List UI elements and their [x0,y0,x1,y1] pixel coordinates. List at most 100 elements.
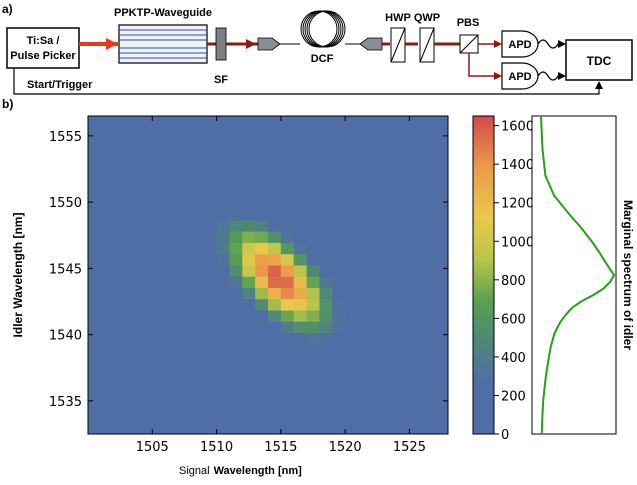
heatmap-cell [255,287,269,300]
heatmap-cell [268,253,282,266]
heatmap-cell [306,332,320,345]
heatmap-cell [229,253,243,266]
heatmap-cell [255,276,269,288]
heatmap-cell [332,332,346,345]
heatmap-cell [216,265,230,277]
hwp-label: HWP [385,12,411,24]
heatmap-cell [203,220,217,232]
source-box [6,27,80,69]
qwp-label: QWP [414,12,440,24]
heatmap-cell [203,242,217,255]
heatmap-cell [229,220,243,232]
heatmap-cell [203,231,217,243]
heatmap-cell [216,208,230,221]
heatmap-cell [280,231,295,243]
heatmap-cell [280,321,295,334]
beam-to-apd2 [468,53,502,80]
heatmap-cell [229,276,243,288]
heatmap-cell [306,242,320,255]
heatmap-cell [306,253,320,266]
heatmap-cell [190,208,205,221]
heatmap-cell [332,343,346,356]
heatmap-cell [306,276,320,288]
x-axis-label: Signal Wavelength [nm] [179,465,302,477]
heatmap-cell [345,310,359,322]
heatmap-cell [229,242,243,255]
x-axis-label-rest: Wavelength [nm] [214,465,303,477]
spectral-filter [215,27,227,61]
heatmap-cell [268,298,282,311]
heatmap-cell [229,298,243,311]
heatmap-cell [216,220,230,232]
heatmap-cell [293,253,307,266]
heatmap-cell [229,231,243,243]
heatmap-cell [229,197,243,210]
heatmap-cell [345,343,359,356]
heatmap-cell [268,321,282,334]
heatmap-cell [190,220,205,232]
y-axis: 1535 1540 1545 1550 1555 [49,130,448,410]
dcf-label: DCF [311,53,334,65]
heatmap-cell [293,298,307,311]
waveguide-label: PPKTP-Waveguide [114,7,212,19]
colorbar [472,115,495,435]
x-tick-label: 1515 [264,440,297,455]
x-tick-label: 1520 [329,440,362,455]
heatmap-cell [255,231,269,243]
colorbar-tick-label: 1200 [501,197,534,212]
heatmap-cell [319,287,333,300]
heatmap-cell [332,287,346,300]
setup-diagram: a) Ti:Sa / Pulse Picker PPKTP-Waveguide … [2,2,633,95]
heatmap-cell [293,310,307,322]
heatmap-cell [255,197,269,210]
y-tick-label: 1555 [49,130,82,145]
heatmap-cell [216,197,230,210]
heatmap-cell [280,253,295,266]
heatmap-cell [268,231,282,243]
apd1-label: APD [508,39,531,51]
colorbar-ticks: 0 200 400 600 800 1000 1200 1400 1600 [494,120,534,443]
heatmap-cell [216,253,230,266]
heatmap-cell [255,208,269,221]
heatmap-cell [268,208,282,221]
heatmap-cell [306,343,320,356]
waveguide-crystal [118,24,208,64]
heatmap-cell [255,298,269,311]
source-label-line2: Pulse Picker [10,50,76,62]
heatmap-cell [203,208,217,221]
heatmap-cell [268,220,282,232]
heatmap-cell [332,321,346,334]
heatmap-cell [242,231,256,243]
x-axis-label-signal: Signal [179,465,210,477]
heatmap-cell [216,276,230,288]
heatmap-cell [319,310,333,322]
heatmap-cell [280,276,295,288]
heatmap-cell [293,332,307,345]
heatmap-cell [242,208,256,221]
heatmap-cell [293,276,307,288]
heatmap-cell [255,321,269,334]
heatmap-cell [280,310,295,322]
heatmap-cell [319,321,333,334]
heatmap-cell [280,332,295,345]
cable-apd2 [537,71,566,81]
heatmap-cell [203,197,217,210]
cable-apd1 [537,39,566,49]
heatmap-cell [242,265,256,277]
pump-arrow [106,38,118,50]
y-tick-label: 1545 [49,262,82,277]
heatmap-cell [255,253,269,266]
heatmap-cell [332,276,346,288]
colorbar-tick-label: 1600 [501,120,534,135]
heatmap-cell [293,287,307,300]
heatmap-cell [268,242,282,255]
panel-a-label: a) [2,2,13,16]
heatmap-cell [229,208,243,221]
colorbar-tick-label: 600 [501,312,526,327]
heatmap-cell [332,298,346,311]
heatmap-cell [306,310,320,322]
heatmap-cell [268,287,282,300]
pbs-label: PBS [457,17,480,29]
x-tick-label: 1525 [393,440,426,455]
